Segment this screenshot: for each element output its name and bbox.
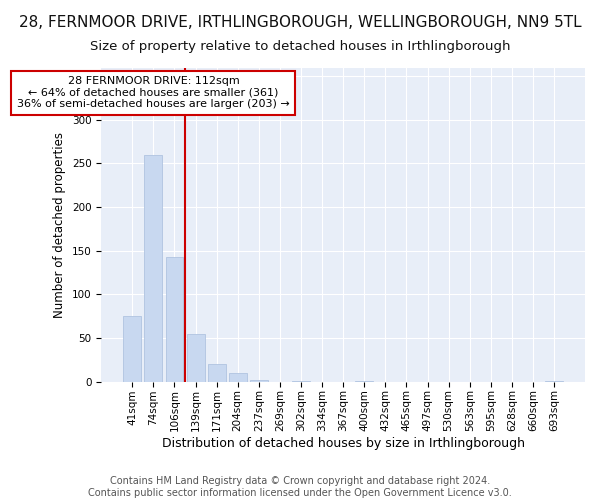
- Bar: [250, 380, 268, 382]
- Text: 28 FERNMOOR DRIVE: 112sqm
← 64% of detached houses are smaller (361)
36% of semi: 28 FERNMOOR DRIVE: 112sqm ← 64% of detac…: [17, 76, 290, 110]
- Bar: [545, 381, 563, 382]
- Y-axis label: Number of detached properties: Number of detached properties: [53, 132, 67, 318]
- Bar: [229, 373, 247, 382]
- Bar: [355, 381, 373, 382]
- Text: Contains HM Land Registry data © Crown copyright and database right 2024.
Contai: Contains HM Land Registry data © Crown c…: [88, 476, 512, 498]
- Bar: [124, 316, 141, 382]
- X-axis label: Distribution of detached houses by size in Irthlingborough: Distribution of detached houses by size …: [161, 437, 524, 450]
- Bar: [166, 257, 184, 382]
- Bar: [208, 364, 226, 382]
- Bar: [187, 334, 205, 382]
- Text: 28, FERNMOOR DRIVE, IRTHLINGBOROUGH, WELLINGBOROUGH, NN9 5TL: 28, FERNMOOR DRIVE, IRTHLINGBOROUGH, WEL…: [19, 15, 581, 30]
- Bar: [292, 381, 310, 382]
- Text: Size of property relative to detached houses in Irthlingborough: Size of property relative to detached ho…: [90, 40, 510, 53]
- Bar: [145, 155, 163, 382]
